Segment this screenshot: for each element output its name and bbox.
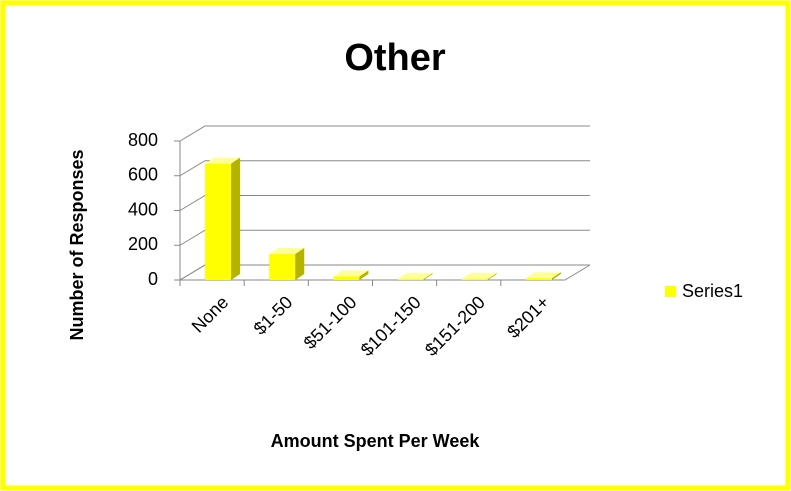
- bar-side: [551, 272, 561, 280]
- bar-side: [359, 270, 369, 280]
- y-tick-label: 200: [128, 234, 158, 254]
- grid-line: [179, 264, 590, 281]
- x-axis-title: Amount Spent Per Week: [271, 431, 481, 451]
- bar-side: [295, 247, 305, 280]
- bar-front: [333, 276, 360, 280]
- bar: [397, 273, 433, 280]
- bar-front: [461, 279, 488, 280]
- bar-top: [525, 272, 561, 279]
- bar-front: [525, 278, 552, 280]
- bar-front: [269, 253, 296, 280]
- bar: [525, 272, 561, 280]
- bar-top: [461, 273, 497, 280]
- bar-side: [423, 273, 433, 280]
- y-axis-title: Number of Responses: [67, 149, 87, 340]
- grid-line: [179, 229, 590, 246]
- bar: [205, 157, 241, 280]
- bar-side: [231, 157, 241, 280]
- bar-top: [333, 270, 369, 277]
- y-tick-label: 0: [148, 269, 158, 289]
- legend-swatch: [665, 286, 676, 297]
- y-tick-label: 400: [128, 199, 158, 219]
- bar: [269, 247, 305, 280]
- bar-front: [397, 279, 424, 280]
- bar-top: [397, 273, 433, 280]
- bar-top: [205, 157, 241, 164]
- y-tick-label: 600: [128, 165, 158, 185]
- bar-top: [269, 247, 305, 254]
- bar-side: [487, 273, 497, 280]
- grid-line: [179, 195, 590, 211]
- bar-front: [205, 163, 232, 280]
- bar: [461, 273, 497, 280]
- legend-label: Series1: [682, 281, 743, 301]
- grid-line: [179, 160, 590, 177]
- grid-line: [179, 125, 590, 142]
- chart-title: Other: [344, 37, 446, 79]
- y-tick-label: 800: [128, 130, 158, 150]
- bar: [333, 270, 369, 280]
